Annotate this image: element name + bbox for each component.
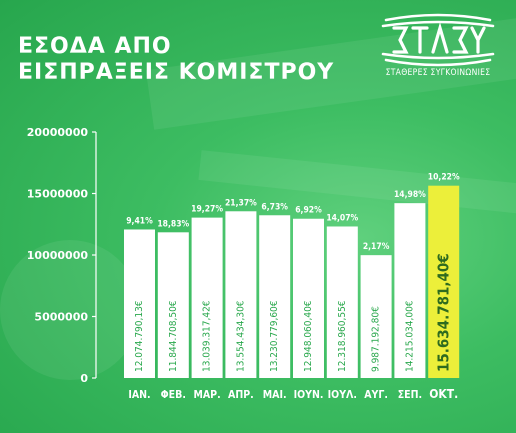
value-label: 12.074.790,13€ xyxy=(134,300,145,372)
percent-label: 2,17% xyxy=(363,242,390,252)
bar xyxy=(326,226,358,378)
category-label: ΙΑΝ. xyxy=(128,389,150,401)
value-label: 13.230.779,60€ xyxy=(269,300,280,372)
bar xyxy=(225,211,257,378)
value-label: 12.318.960,55€ xyxy=(337,300,348,372)
title-line-1: ΕΣΟΔΑ ΑΠΟ xyxy=(18,34,172,59)
percent-label: 6,92% xyxy=(295,206,322,216)
bar xyxy=(394,203,426,378)
y-tick-label: 20000000 xyxy=(27,126,89,139)
bar xyxy=(124,229,155,378)
category-label: ΟΚΤ. xyxy=(429,387,458,401)
percent-label: 9,41% xyxy=(126,216,153,226)
bar xyxy=(293,218,324,378)
value-label: 14.215.034,00€ xyxy=(404,300,415,372)
category-label: ΑΠΡ. xyxy=(228,389,254,401)
bar xyxy=(428,185,460,378)
stasy-logo-icon xyxy=(381,13,495,67)
bg-streak xyxy=(0,240,140,380)
bar xyxy=(259,215,291,378)
percent-label: 21,37% xyxy=(225,198,257,208)
value-label: 11.844.708,50€ xyxy=(168,300,179,372)
category-label: ΙΟΥΝ. xyxy=(294,389,324,401)
percent-label: 18,83% xyxy=(157,219,189,229)
title-line-2: ΕΙΣΠΡΑΞΕΙΣ ΚΟΜΙΣΤΡΟΥ xyxy=(18,60,335,85)
bar xyxy=(157,232,189,378)
y-tick-label: 5000000 xyxy=(34,311,88,324)
category-label: ΜΑΙ. xyxy=(263,389,287,401)
percent-label: 10,22% xyxy=(428,173,460,183)
percent-label: 14,07% xyxy=(326,213,358,223)
y-tick-label: 15000000 xyxy=(27,188,89,201)
y-tick-label: 0 xyxy=(80,372,88,385)
category-label: ΦΕΒ. xyxy=(161,389,186,401)
category-label: ΙΟΥΛ. xyxy=(328,389,357,401)
value-label: 9.987.192,80€ xyxy=(371,306,382,372)
logo-subtitle: ΣΤΑΘΕΡΕΣ ΣΥΓΚΟΙΝΩΝΙΕΣ xyxy=(385,68,491,78)
category-label: ΑΥΓ. xyxy=(364,389,388,401)
category-label: ΜΑΡ. xyxy=(193,389,220,401)
percent-label: 14,98% xyxy=(394,190,426,200)
category-label: ΣΕΠ. xyxy=(398,389,422,401)
value-label: 13.039.317,42€ xyxy=(202,300,213,372)
y-tick-label: 10000000 xyxy=(27,249,89,262)
value-label: 12.948.060,40€ xyxy=(303,300,314,372)
value-label: 13.554.434,30€ xyxy=(235,300,246,372)
percent-label: 19,27% xyxy=(191,205,223,215)
bar xyxy=(360,255,392,378)
bar xyxy=(191,217,223,378)
value-label: 15.634.781,40€ xyxy=(435,253,453,372)
percent-label: 6,73% xyxy=(261,202,288,212)
